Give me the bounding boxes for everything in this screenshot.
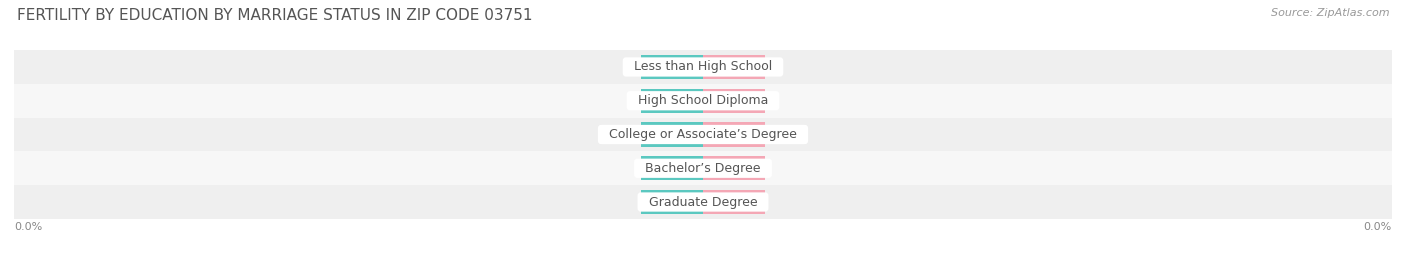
Bar — [703, 156, 765, 180]
Text: 0.0%: 0.0% — [657, 129, 688, 140]
Text: 0.0%: 0.0% — [657, 163, 688, 173]
Text: 0.0%: 0.0% — [718, 129, 749, 140]
Text: Source: ZipAtlas.com: Source: ZipAtlas.com — [1271, 8, 1389, 18]
Text: 0.0%: 0.0% — [657, 62, 688, 72]
Text: College or Associate’s Degree: College or Associate’s Degree — [600, 128, 806, 141]
Bar — [641, 89, 703, 113]
Bar — [641, 55, 703, 79]
Bar — [703, 55, 765, 79]
Bar — [703, 190, 765, 214]
Bar — [14, 50, 1392, 84]
Bar — [641, 156, 703, 180]
Text: 0.0%: 0.0% — [718, 197, 749, 207]
Bar — [14, 84, 1392, 118]
Text: 0.0%: 0.0% — [14, 222, 42, 232]
Text: Less than High School: Less than High School — [626, 61, 780, 73]
Text: 0.0%: 0.0% — [1364, 222, 1392, 232]
Text: 0.0%: 0.0% — [657, 96, 688, 106]
Bar — [641, 122, 703, 147]
Text: 0.0%: 0.0% — [718, 62, 749, 72]
Bar — [14, 118, 1392, 151]
Text: Bachelor’s Degree: Bachelor’s Degree — [637, 162, 769, 175]
Text: FERTILITY BY EDUCATION BY MARRIAGE STATUS IN ZIP CODE 03751: FERTILITY BY EDUCATION BY MARRIAGE STATU… — [17, 8, 533, 23]
Bar — [641, 190, 703, 214]
Bar — [703, 89, 765, 113]
Text: 0.0%: 0.0% — [718, 163, 749, 173]
Bar — [14, 185, 1392, 219]
Text: Graduate Degree: Graduate Degree — [641, 196, 765, 208]
Text: High School Diploma: High School Diploma — [630, 94, 776, 107]
Text: 0.0%: 0.0% — [657, 197, 688, 207]
Bar — [703, 122, 765, 147]
Text: 0.0%: 0.0% — [718, 96, 749, 106]
Bar — [14, 151, 1392, 185]
